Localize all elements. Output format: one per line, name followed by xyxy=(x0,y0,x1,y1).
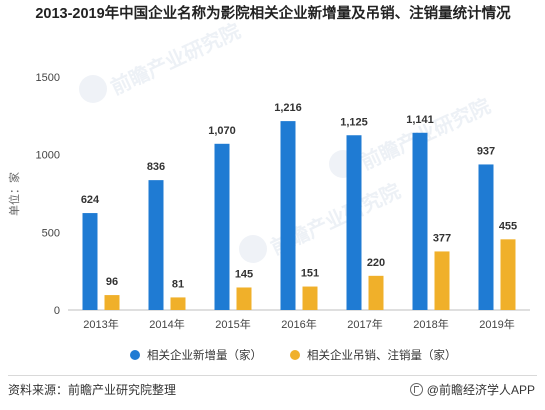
bar-revoked-cancelled xyxy=(368,275,384,310)
data-label: 220 xyxy=(367,257,385,269)
footer-divider xyxy=(8,375,537,376)
watermark-text: 前瞻产业研究院 xyxy=(107,19,244,100)
legend-label: 相关企业吊销、注销量（家） xyxy=(307,348,457,362)
bar-new-registrations xyxy=(82,213,98,310)
chart-title: 2013-2019年中国企业名称为影院相关企业新增量及吊销、注销量统计情况 xyxy=(35,6,511,22)
legend: 相关企业新增量（家） 相关企业吊销、注销量（家） xyxy=(130,348,457,362)
bar-new-registrations xyxy=(346,135,362,310)
x-tick-label: 2015年 xyxy=(215,317,250,331)
y-tick-label: 1500 xyxy=(36,72,60,84)
y-axis: 0 500 1000 1500 xyxy=(36,72,60,317)
bars xyxy=(82,121,516,310)
y-tick-label: 500 xyxy=(42,227,60,239)
data-label: 151 xyxy=(301,268,319,280)
data-label: 1,070 xyxy=(208,125,236,137)
source-text: 资料来源：前瞻产业研究院整理 xyxy=(8,383,177,397)
bar-new-registrations xyxy=(412,132,428,310)
bar-revoked-cancelled xyxy=(434,251,450,310)
y-tick-label: 0 xyxy=(54,305,60,317)
data-label: 1,125 xyxy=(340,116,368,128)
y-tick-label: 1000 xyxy=(36,150,60,162)
data-label: 81 xyxy=(172,278,184,290)
brand: @前瞻经济学人APP xyxy=(409,381,535,398)
x-tick-label: 2016年 xyxy=(281,317,316,331)
data-label: 1,141 xyxy=(406,114,434,126)
data-label: 145 xyxy=(235,268,253,280)
legend-swatch-icon xyxy=(290,350,300,360)
x-tick-label: 2013年 xyxy=(83,317,118,331)
data-label: 624 xyxy=(81,194,100,206)
legend-label: 相关企业新增量（家） xyxy=(147,348,262,362)
bar-new-registrations xyxy=(280,121,296,310)
bar-new-registrations xyxy=(214,143,230,310)
bar-new-registrations xyxy=(148,180,164,310)
x-tick-label: 2018年 xyxy=(413,317,448,331)
data-label: 937 xyxy=(477,145,495,157)
data-label: 377 xyxy=(433,232,451,244)
bar-revoked-cancelled xyxy=(170,297,186,310)
data-label: 96 xyxy=(106,276,118,288)
bar-revoked-cancelled xyxy=(104,295,120,310)
data-label: 836 xyxy=(147,161,165,173)
bar-revoked-cancelled xyxy=(302,286,318,310)
bar-revoked-cancelled xyxy=(236,287,252,310)
brand-text: @前瞻经济学人APP xyxy=(426,383,535,397)
bar-new-registrations xyxy=(478,164,494,310)
x-tick-label: 2019年 xyxy=(479,317,514,331)
data-label: 1,216 xyxy=(274,102,302,114)
watermark-logo-icon xyxy=(79,75,107,103)
brand-logo-icon xyxy=(409,383,423,396)
x-tick-label: 2017年 xyxy=(347,317,382,331)
watermark-logo-icon xyxy=(239,235,267,263)
data-labels: 624 836 1,070 1,216 1,125 1,141 937 96 81 145 151 2… xyxy=(81,102,517,290)
y-axis-label: 单位：家 xyxy=(7,172,21,216)
x-axis: 2013年 2014年 2015年 2016年 2017年 2018年 2019年 xyxy=(68,309,530,331)
bar-revoked-cancelled xyxy=(500,239,516,310)
x-tick-label: 2014年 xyxy=(149,317,184,331)
legend-swatch-icon xyxy=(130,350,140,360)
data-label: 455 xyxy=(499,220,517,232)
